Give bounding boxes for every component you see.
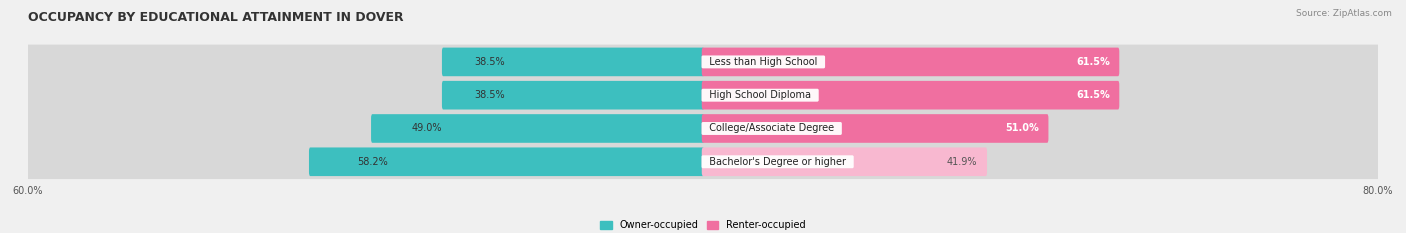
Text: 41.9%: 41.9% xyxy=(948,157,977,167)
FancyBboxPatch shape xyxy=(309,147,704,176)
FancyBboxPatch shape xyxy=(702,81,1119,110)
Text: 58.2%: 58.2% xyxy=(357,157,388,167)
Text: High School Diploma: High School Diploma xyxy=(703,90,817,100)
Text: 61.5%: 61.5% xyxy=(1076,90,1109,100)
Text: 61.5%: 61.5% xyxy=(1076,57,1109,67)
Text: 51.0%: 51.0% xyxy=(1005,123,1039,134)
Text: OCCUPANCY BY EDUCATIONAL ATTAINMENT IN DOVER: OCCUPANCY BY EDUCATIONAL ATTAINMENT IN D… xyxy=(28,11,404,24)
Text: Source: ZipAtlas.com: Source: ZipAtlas.com xyxy=(1296,9,1392,18)
FancyBboxPatch shape xyxy=(441,48,704,76)
Text: College/Associate Degree: College/Associate Degree xyxy=(703,123,841,134)
FancyBboxPatch shape xyxy=(702,147,987,176)
FancyBboxPatch shape xyxy=(27,78,1379,113)
Text: Bachelor's Degree or higher: Bachelor's Degree or higher xyxy=(703,157,852,167)
Text: 38.5%: 38.5% xyxy=(474,90,505,100)
Text: 49.0%: 49.0% xyxy=(412,123,443,134)
FancyBboxPatch shape xyxy=(441,81,704,110)
Legend: Owner-occupied, Renter-occupied: Owner-occupied, Renter-occupied xyxy=(600,220,806,230)
FancyBboxPatch shape xyxy=(27,144,1379,179)
FancyBboxPatch shape xyxy=(371,114,704,143)
FancyBboxPatch shape xyxy=(27,45,1379,79)
FancyBboxPatch shape xyxy=(27,111,1379,146)
FancyBboxPatch shape xyxy=(702,114,1049,143)
FancyBboxPatch shape xyxy=(702,48,1119,76)
Text: 38.5%: 38.5% xyxy=(474,57,505,67)
Text: Less than High School: Less than High School xyxy=(703,57,824,67)
